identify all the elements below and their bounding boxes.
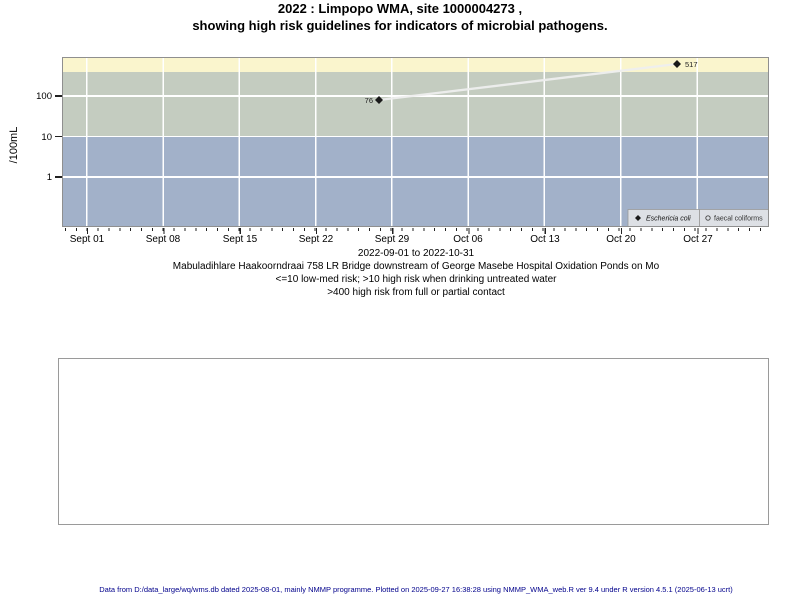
data-label-517: 517 — [685, 60, 698, 69]
x-tick-label-oct13: Oct 13 — [530, 234, 560, 245]
subtitle-date-range: 2022-09-01 to 2022-10-31 — [357, 248, 475, 259]
x-tick-label-sept22: Sept 22 — [298, 234, 334, 245]
footer-provenance: Data from D:/data_large/wq/wms.db dated … — [99, 585, 733, 594]
x-tick-label-sept08: Sept 08 — [145, 234, 181, 245]
x-tick-label-oct06: Oct 06 — [453, 234, 483, 245]
gridline-10 — [62, 135, 769, 138]
x-tick-label-oct20: Oct 20 — [606, 234, 636, 245]
chart-title-line2: showing high risk guidelines for indicat… — [192, 18, 608, 33]
y-tick-100 — [55, 95, 62, 97]
y-tick-1 — [55, 176, 62, 178]
data-point-ecoli-76 — [375, 96, 383, 104]
data-layer: 76 517 Eschericia coli faecal coliforms — [365, 60, 769, 227]
legend-label-ecoli: Eschericia coli — [646, 216, 691, 223]
x-tick-label-oct27: Oct 27 — [683, 234, 713, 245]
series-line-ecoli — [378, 62, 678, 102]
y-tick-label-100: 100 — [36, 91, 52, 102]
legend-label-faecal: faecal coliforms — [714, 216, 763, 223]
legend-marker-ecoli-icon — [635, 215, 641, 221]
y-tick-10 — [55, 135, 62, 138]
y-axis-label: /100mL — [8, 126, 20, 164]
empty-panel — [58, 358, 769, 525]
plot-area: 76 517 Eschericia coli faecal coliforms — [62, 57, 769, 227]
legend-marker-faecal-icon — [705, 215, 711, 221]
subtitle-block: 2022-09-01 to 2022-10-31 Mabuladihlare H… — [16, 247, 800, 299]
x-tick-label-sept29: Sept 29 — [374, 234, 410, 245]
x-tick-label-sept01: Sept 01 — [69, 234, 105, 245]
x-axis-major-ticks — [86, 228, 701, 234]
data-point-ecoli-517 — [673, 60, 681, 68]
subtitle-guideline-contact: >400 high risk from full or partial cont… — [327, 287, 505, 298]
chart-title: 2022 : Limpopo WMA, site 1000004273 , sh… — [0, 0, 800, 34]
plot-border — [62, 57, 769, 227]
gridline-1 — [62, 176, 769, 178]
y-tick-label-10: 10 — [41, 131, 52, 143]
y-tick-label-1: 1 — [46, 172, 52, 183]
data-label-76: 76 — [365, 96, 373, 105]
vertical-gridlines — [86, 57, 769, 227]
subtitle-site-description: Mabuladihlare Haakoorndraai 758 LR Bridg… — [172, 261, 660, 272]
x-tick-label-sept15: Sept 15 — [222, 234, 258, 245]
chart-title-line1: 2022 : Limpopo WMA, site 1000004273 , — [277, 1, 523, 16]
subtitle-guideline-drinking: <=10 low-med risk; >10 high risk when dr… — [275, 274, 557, 285]
